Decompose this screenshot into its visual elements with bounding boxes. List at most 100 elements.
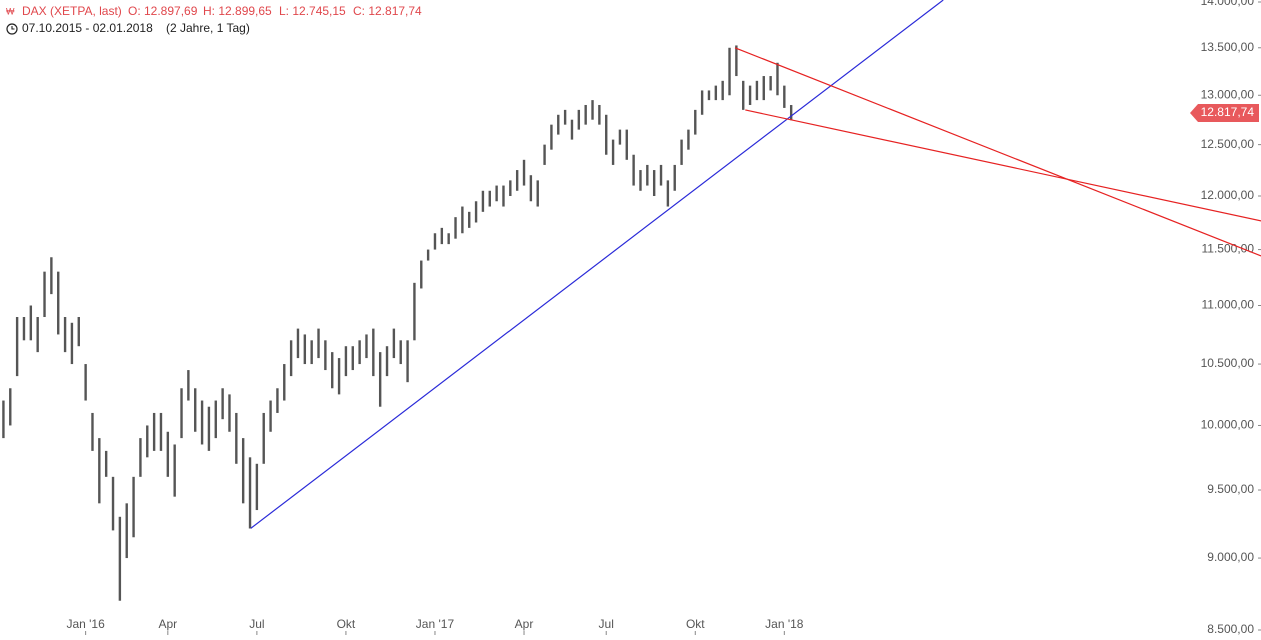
price-bar <box>378 352 382 407</box>
price-bar <box>420 260 423 289</box>
price-bar <box>180 388 183 439</box>
price-bar <box>289 340 293 377</box>
price-bar <box>187 370 190 401</box>
price-bar <box>207 406 211 451</box>
price-bar <box>29 305 33 341</box>
price-bar <box>104 450 108 477</box>
price-bar <box>139 438 142 477</box>
price-bar <box>296 328 300 359</box>
price-bar <box>748 85 752 105</box>
y-tick-label: 11.500,00 <box>1202 242 1255 256</box>
y-tick-label: 12.000,00 <box>1201 188 1255 202</box>
x-tick-label: Jan '18 <box>765 617 804 631</box>
price-bar <box>474 201 478 223</box>
price-bar <box>91 412 94 451</box>
price-bar <box>550 124 553 150</box>
price-bar <box>392 328 396 359</box>
x-tick-label: Jul <box>599 617 614 631</box>
last-price-label: 12.817,74 <box>1201 105 1255 119</box>
price-bar <box>536 180 539 207</box>
price-bar <box>241 438 245 504</box>
price-bar <box>276 388 279 413</box>
price-bar <box>324 340 327 371</box>
x-tick-label: Apr <box>158 617 177 631</box>
price-bar <box>611 139 615 165</box>
header-range: 07.10.2015 - 02.01.2018 <box>22 21 153 35</box>
price-bar <box>248 457 252 529</box>
price-bar <box>454 217 457 239</box>
price-bar <box>728 47 731 96</box>
price-bar <box>769 76 772 91</box>
price-bar <box>221 388 224 420</box>
price-bar <box>440 227 444 245</box>
price-bar <box>365 334 368 359</box>
price-bar <box>742 80 745 110</box>
price-bar <box>591 100 594 120</box>
price-bar <box>700 90 704 115</box>
price-bar <box>63 317 67 353</box>
price-bar <box>673 164 676 191</box>
price-bar <box>639 170 642 191</box>
y-tick-label: 10.000,00 <box>1201 418 1255 432</box>
price-bar <box>255 463 259 511</box>
price-bar <box>495 185 498 202</box>
price-bar <box>721 80 724 101</box>
price-bar <box>269 400 272 432</box>
price-bar <box>646 164 649 186</box>
header-instrument: DAX (XETPA, last) <box>22 4 122 18</box>
trend-line <box>250 0 944 529</box>
price-bar <box>351 346 354 371</box>
x-tick-label: Apr <box>515 617 534 631</box>
price-bar <box>502 185 505 207</box>
price-bar <box>652 170 656 197</box>
logo: ₩ <box>6 6 15 16</box>
price-bar <box>584 104 587 125</box>
price-bar <box>166 431 170 477</box>
y-tick-label: 11.000,00 <box>1202 298 1255 312</box>
y-tick-label: 9.500,00 <box>1207 482 1254 496</box>
price-bar <box>310 340 313 365</box>
price-bar <box>9 388 12 426</box>
header-close: C: 12.817,74 <box>353 4 422 18</box>
y-tick-label: 12.500,00 <box>1201 137 1255 151</box>
price-bar <box>625 129 628 160</box>
price-bar <box>577 109 581 130</box>
clock-hands <box>11 26 15 30</box>
price-bar <box>111 476 115 531</box>
price-bar <box>214 400 217 439</box>
price-bar <box>50 257 53 295</box>
price-bar <box>714 85 718 101</box>
price-bar <box>194 388 197 432</box>
price-bar <box>413 282 416 341</box>
x-tick-label: Okt <box>337 617 356 631</box>
price-bar <box>303 334 307 365</box>
price-bar <box>22 317 26 341</box>
price-bar <box>605 114 608 155</box>
price-bar <box>200 400 204 445</box>
y-tick-label: 13.500,00 <box>1201 40 1255 54</box>
price-bar <box>125 503 128 559</box>
price-bar <box>735 45 738 77</box>
y-tick-label: 8.500,00 <box>1207 622 1254 635</box>
price-bar <box>2 400 5 439</box>
price-bar <box>152 412 156 451</box>
price-bar <box>783 85 786 108</box>
price-bar <box>687 129 690 150</box>
price-bar <box>235 412 238 464</box>
price-bar <box>543 144 546 165</box>
x-tick-label: Jan '16 <box>66 617 105 631</box>
price-bar <box>228 394 231 432</box>
price-bar <box>529 175 533 202</box>
x-tick-label: Okt <box>686 617 705 631</box>
price-bar <box>132 476 135 538</box>
trend-line <box>745 109 1261 222</box>
price-bar <box>632 154 635 186</box>
price-bar <box>426 249 430 261</box>
y-tick-label: 9.000,00 <box>1207 550 1254 564</box>
price-bar <box>43 271 46 318</box>
price-bar <box>317 328 320 359</box>
price-bar <box>283 364 286 401</box>
price-bar <box>563 109 567 125</box>
